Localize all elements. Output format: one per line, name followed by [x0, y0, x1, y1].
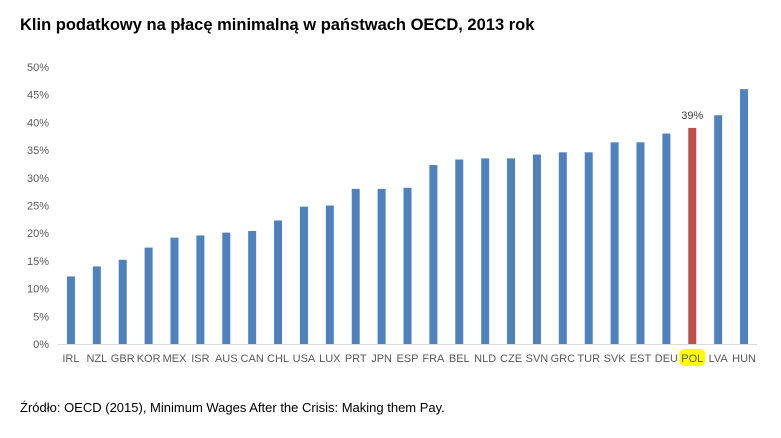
y-tick-label: 5% — [33, 311, 49, 323]
bar-est — [636, 142, 645, 344]
y-tick-label: 10% — [27, 284, 49, 296]
bar-lva — [714, 115, 723, 344]
x-tick-label: PRT — [345, 353, 367, 365]
x-tick-label: JPN — [371, 353, 392, 365]
bar-nzl — [92, 266, 101, 344]
data-label-pol: 39% — [681, 110, 703, 122]
x-tick-label: BEL — [449, 353, 470, 365]
y-tick-label: 50% — [27, 62, 49, 74]
bar-esp — [403, 187, 412, 344]
x-tick-label: AUS — [215, 353, 238, 365]
bar-aus — [222, 232, 231, 344]
x-tick-label: MEX — [163, 353, 188, 365]
bar-bel — [455, 159, 464, 344]
x-tick-label: ESP — [396, 353, 418, 365]
y-axis: 0% 5% 10% 15% 20% 25% 30% 35% 40% 45% 50% — [27, 62, 49, 351]
bar-irl — [66, 276, 75, 344]
y-tick-label: 20% — [27, 228, 49, 240]
bar-jpn — [377, 188, 386, 344]
bar-cze — [507, 158, 516, 344]
x-tick-label: EST — [630, 353, 652, 365]
chart-title: Klin podatkowy na płacę minimalną w pańs… — [20, 16, 535, 34]
x-tick-label: TUR — [577, 353, 600, 365]
x-tick-label: HUN — [732, 353, 756, 365]
bar-nld — [481, 158, 490, 344]
bar-svn — [532, 154, 541, 344]
x-tick-label: CAN — [241, 353, 264, 365]
x-tick-label: KOR — [137, 353, 161, 365]
y-tick-label: 25% — [27, 201, 49, 213]
bar-kor — [144, 247, 153, 344]
x-tick-label: NLD — [474, 353, 496, 365]
bar-tur — [584, 152, 593, 344]
x-tick-label: GBR — [111, 353, 135, 365]
bar-hun — [740, 89, 749, 344]
highlight-marker — [679, 349, 706, 366]
x-tick-label: CZE — [500, 353, 522, 365]
bar-prt — [351, 188, 360, 344]
x-tick-label: ISR — [191, 353, 209, 365]
x-tick-label: POL — [681, 353, 703, 365]
x-tick-label: SVK — [604, 353, 627, 365]
bar-chl — [274, 220, 283, 344]
y-tick-label: 30% — [27, 173, 49, 185]
bar-svk — [610, 142, 619, 344]
y-tick-label: 35% — [27, 145, 49, 157]
bar-can — [248, 230, 257, 344]
y-tick-label: 15% — [27, 256, 49, 268]
x-tick-label: GRC — [551, 353, 576, 365]
x-tick-label: CHL — [267, 353, 289, 365]
x-tick-label: FRA — [422, 353, 445, 365]
bar-mex — [170, 237, 179, 344]
bar-grc — [558, 152, 567, 344]
x-tick-label: SVN — [526, 353, 549, 365]
x-tick-label: NZL — [86, 353, 107, 365]
x-tick-label: LUX — [319, 353, 341, 365]
x-tick-label: USA — [293, 353, 316, 365]
bar-isr — [196, 235, 205, 344]
x-tick-label: DEU — [655, 353, 678, 365]
y-tick-label: 45% — [27, 90, 49, 102]
bar-pol — [688, 127, 697, 344]
bar-usa — [299, 206, 308, 344]
source-note: Źródło: OECD (2015), Minimum Wages After… — [20, 400, 445, 415]
bars: 39% — [66, 89, 749, 344]
y-tick-label: 0% — [33, 339, 49, 351]
x-axis: IRL NZL GBR KOR MEX ISR AUS CAN CHL USA LUX PRT JPN E… — [58, 344, 757, 366]
bar-gbr — [118, 259, 127, 344]
bar-fra — [429, 165, 438, 344]
bar-lux — [325, 205, 334, 344]
x-tick-label: IRL — [62, 353, 79, 365]
y-tick-label: 40% — [27, 117, 49, 129]
bar-deu — [662, 133, 671, 344]
x-tick-label: LVA — [709, 353, 729, 365]
